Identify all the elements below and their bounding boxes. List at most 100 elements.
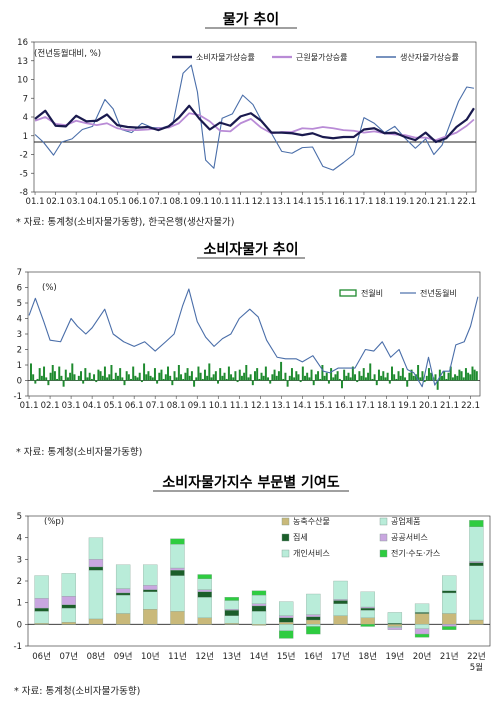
mom-bar bbox=[97, 369, 100, 381]
x-tick-label: 13년 bbox=[223, 651, 242, 662]
x-tick-label: 17.1 bbox=[354, 197, 373, 207]
mom-bar bbox=[64, 369, 67, 381]
chart3-unit-label: (%p) bbox=[44, 517, 64, 527]
segment-0 bbox=[170, 611, 185, 625]
segment-0 bbox=[115, 613, 131, 625]
mom-bar bbox=[195, 377, 198, 381]
chart-cpi-contribution: 소비자물가지수 부문별 기여도 -1 0 1 2 3 4 5 06년 07년 08년 09년 10년 1… bbox=[14, 474, 491, 697]
x-tick-label: 02.1 bbox=[41, 401, 60, 411]
mom-bar bbox=[227, 366, 230, 381]
chart-price-trend: 물가 추이 -8 -5 -2 1 4 7 10 13 16 01.1 02.1 03.1 04.1 05.… bbox=[16, 11, 477, 228]
mom-bar bbox=[264, 366, 267, 381]
y-tick-label: 1 bbox=[23, 132, 28, 142]
segment-3 bbox=[387, 627, 403, 630]
mom-bar bbox=[312, 380, 315, 386]
mom-bar bbox=[130, 378, 133, 381]
mom-bar bbox=[156, 380, 159, 384]
mom-bar bbox=[467, 372, 470, 381]
mom-bar bbox=[247, 377, 250, 381]
y-tick-label: 10 bbox=[17, 76, 28, 86]
mom-bar bbox=[60, 375, 63, 381]
x-tick-label: 20.1 bbox=[419, 401, 438, 411]
legend-label-5: 전기·수도·가스 bbox=[391, 548, 440, 558]
mom-bar bbox=[345, 375, 348, 381]
segment-0 bbox=[306, 619, 321, 625]
legend-label-line: 전년동월비 bbox=[420, 288, 457, 298]
mom-bar bbox=[114, 372, 117, 381]
x-tick-label: 03.1 bbox=[67, 197, 86, 207]
mom-bar bbox=[371, 378, 374, 381]
x-tick-label: 12.1 bbox=[252, 197, 271, 207]
mom-bar bbox=[186, 368, 189, 381]
mom-bar bbox=[443, 371, 446, 381]
mom-bar bbox=[40, 375, 43, 381]
mom-bar bbox=[408, 372, 411, 381]
mom-bar bbox=[238, 369, 241, 381]
mom-bar bbox=[441, 375, 444, 381]
segment-2 bbox=[143, 589, 158, 592]
mom-bar bbox=[391, 366, 393, 381]
segment-4 bbox=[170, 544, 185, 569]
x-tick-label: 15.1 bbox=[314, 401, 333, 411]
series-line-1 bbox=[34, 112, 475, 142]
mom-bar bbox=[399, 375, 402, 381]
y-tick-label: 5 bbox=[17, 512, 22, 522]
segment-1 bbox=[61, 607, 76, 623]
mom-bar bbox=[169, 375, 172, 381]
segment-0 bbox=[279, 622, 294, 625]
x-tick-label: 18년 bbox=[358, 651, 377, 662]
mom-bar bbox=[62, 380, 65, 387]
mom-bar bbox=[180, 374, 183, 381]
mom-bar bbox=[43, 366, 46, 381]
legend-swatch-4 bbox=[281, 549, 290, 558]
mom-bar bbox=[469, 374, 472, 381]
x-tick-label: 20년 bbox=[413, 651, 432, 662]
x-tick-label: 01.1 bbox=[20, 401, 39, 411]
mom-bar bbox=[203, 369, 206, 381]
segment-2 bbox=[170, 570, 185, 576]
mom-bar bbox=[149, 375, 152, 381]
segment-1 bbox=[197, 597, 212, 618]
segment-0 bbox=[61, 622, 76, 625]
mom-bar bbox=[282, 378, 285, 381]
mom-bar bbox=[84, 368, 87, 381]
mom-bar bbox=[271, 374, 274, 381]
mom-bar bbox=[147, 371, 150, 381]
mom-bar bbox=[336, 371, 339, 381]
mom-bar bbox=[430, 372, 433, 381]
segment-4 bbox=[224, 600, 239, 610]
mom-bar bbox=[367, 372, 370, 381]
mom-bar bbox=[267, 377, 270, 381]
x-tick-label: 19.1 bbox=[396, 197, 415, 207]
mom-bar bbox=[319, 378, 322, 381]
mom-bar bbox=[66, 377, 69, 381]
mom-bar bbox=[77, 375, 80, 381]
segment-3 bbox=[170, 567, 185, 571]
mom-bar bbox=[134, 375, 137, 381]
segment-0 bbox=[469, 619, 484, 625]
mom-bar bbox=[340, 380, 343, 389]
x-tick-label: 21.1 bbox=[440, 401, 459, 411]
y-tick-label: -8 bbox=[20, 188, 28, 198]
mom-bar bbox=[108, 374, 111, 381]
x-tick-label: 15년 bbox=[277, 651, 296, 662]
y-tick-label: 7 bbox=[23, 94, 28, 104]
x-tick-label: 17.1 bbox=[356, 401, 375, 411]
mom-bar bbox=[217, 380, 220, 384]
chart1-legend: 소비자물가상승률 근원물가상승률 생산자물가상승률 bbox=[172, 52, 459, 62]
mom-bar bbox=[321, 365, 324, 381]
segment-3 bbox=[333, 599, 348, 601]
mom-bar bbox=[288, 375, 291, 381]
x-tick-label: 03.1 bbox=[62, 401, 81, 411]
segment-2 bbox=[197, 591, 212, 598]
x-tick-label: 14.1 bbox=[293, 197, 312, 207]
y-tick-label: 3 bbox=[17, 555, 22, 565]
mom-bar bbox=[188, 375, 191, 381]
x-tick-label: 04.1 bbox=[87, 197, 106, 207]
x-tick-label: 04.1 bbox=[83, 401, 102, 411]
mom-bar bbox=[153, 368, 156, 381]
mom-bar bbox=[75, 380, 78, 381]
chart2-title: 소비자물가 추이 bbox=[203, 241, 298, 258]
legend-label-2: 생산자물가상승률 bbox=[400, 52, 459, 62]
mom-bar bbox=[280, 361, 283, 381]
